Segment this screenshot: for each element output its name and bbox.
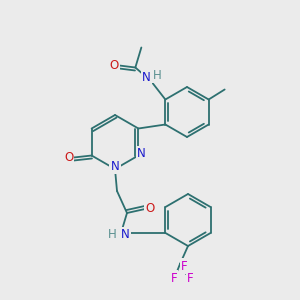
Text: H: H — [108, 229, 116, 242]
Text: H: H — [153, 69, 162, 82]
Text: N: N — [142, 71, 151, 84]
Text: O: O — [146, 202, 154, 215]
Text: N: N — [121, 229, 129, 242]
Text: F: F — [171, 272, 177, 284]
Text: N: N — [137, 147, 146, 160]
Text: F: F — [181, 260, 187, 272]
Text: N: N — [111, 160, 119, 172]
Text: O: O — [64, 151, 73, 164]
Text: F: F — [187, 272, 193, 284]
Text: O: O — [110, 59, 119, 72]
